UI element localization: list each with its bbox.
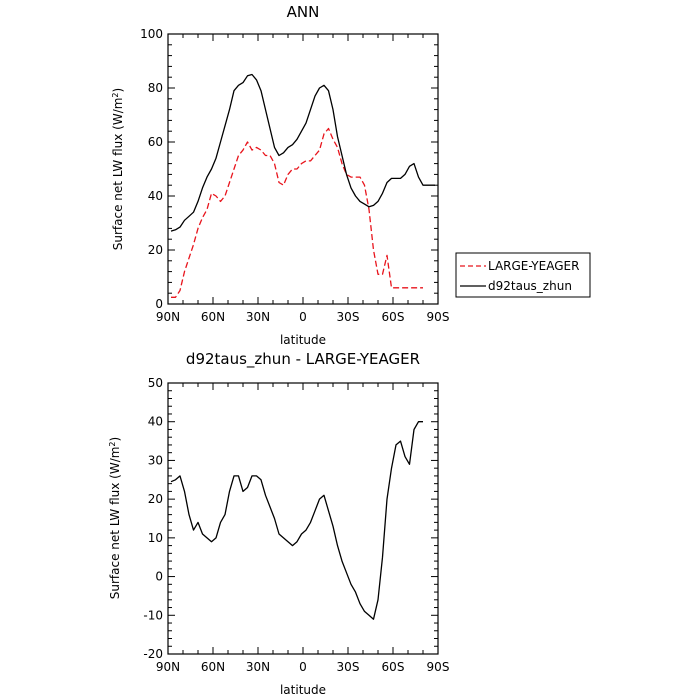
top-plot-area: 90N 60N 30N 0 30S 60S 90S 0 20 40 60 80 100 [140, 27, 449, 324]
bottom-y-tick-label: 20 [148, 492, 163, 506]
top-y-tick-label: 0 [155, 297, 163, 311]
bottom-y-tick-label: 40 [148, 415, 163, 429]
top-plot-frame [167, 33, 439, 305]
top-x-tick-label: 60N [201, 310, 225, 324]
bottom-y-tick-label: 50 [148, 376, 163, 390]
top-y-axis-label: Surface net LW flux (W/m2) [111, 88, 126, 250]
bottom-y-tick-label: 10 [148, 531, 163, 545]
bottom-x-tick-label: 90N [156, 660, 180, 674]
top-x-tick-label: 90S [427, 310, 450, 324]
top-x-tick-label: 0 [299, 310, 307, 324]
top-x-tick-label: 30N [246, 310, 270, 324]
bottom-x-tick-label: 60N [201, 660, 225, 674]
legend-label-large-yeager: LARGE-YEAGER [488, 259, 579, 273]
top-y-axis-label-text: Surface net LW flux (W/m [111, 98, 125, 251]
bottom-x-tick-label: 30S [337, 660, 360, 674]
legend-box [455, 252, 591, 298]
top-y-tick-label: 80 [148, 81, 163, 95]
bottom-y-tick-label: -10 [143, 608, 163, 622]
legend-label-d92taus-zhun: d92taus_zhun [488, 279, 572, 293]
bottom-y-tick-label: -20 [143, 647, 163, 661]
top-y-axis-label-sup: 2 [111, 92, 120, 97]
bottom-y-tick-label: 0 [155, 570, 163, 584]
top-chart-title: ANN [287, 3, 320, 21]
bottom-y-axis-label: Surface net LW flux (W/m2) [108, 437, 123, 599]
bottom-y-axis-label-close: ) [108, 437, 122, 442]
top-y-tick-label: 100 [140, 27, 163, 41]
bottom-x-tick-label: 30N [246, 660, 270, 674]
top-x-tick-label: 60S [382, 310, 405, 324]
bottom-y-axis-label-sup: 2 [108, 441, 117, 446]
bottom-x-axis-label: latitude [280, 683, 326, 697]
top-y-tick-label: 20 [148, 243, 163, 257]
legend: LARGE-YEAGER d92taus_zhun [455, 252, 591, 298]
top-y-tick-label: 60 [148, 135, 163, 149]
bottom-y-axis-label-text: Surface net LW flux (W/m [108, 447, 122, 600]
top-series-line-large-yeager [171, 127, 423, 298]
top-panel: ANN 90N 60N 30N 0 30S 60S 90S 0 20 40 60 80 100 Surf… [111, 3, 450, 347]
top-y-tick-label: 40 [148, 189, 163, 203]
bottom-plot-frame [167, 382, 439, 655]
bottom-x-tick-label: 0 [299, 660, 307, 674]
bottom-plot-area: 90N 60N 30N 0 30S 60S 90S -20 -10 0 10 20 30 40 50 [143, 376, 449, 674]
bottom-chart-title: d92taus_zhun - LARGE-YEAGER [186, 350, 420, 369]
top-y-axis-label-close: ) [111, 88, 125, 93]
bottom-x-tick-label: 90S [427, 660, 450, 674]
bottom-x-tick-label: 60S [382, 660, 405, 674]
bottom-y-tick-label: 30 [148, 453, 163, 467]
bottom-series-line-0 [170, 421, 423, 620]
top-x-tick-label: 90N [156, 310, 180, 324]
top-x-axis-label: latitude [280, 333, 326, 347]
top-x-tick-label: 30S [337, 310, 360, 324]
bottom-panel: d92taus_zhun - LARGE-YEAGER 90N 60N 30N 0 30… [108, 350, 450, 697]
top-series-line-d92taus-zhun [170, 73, 435, 232]
